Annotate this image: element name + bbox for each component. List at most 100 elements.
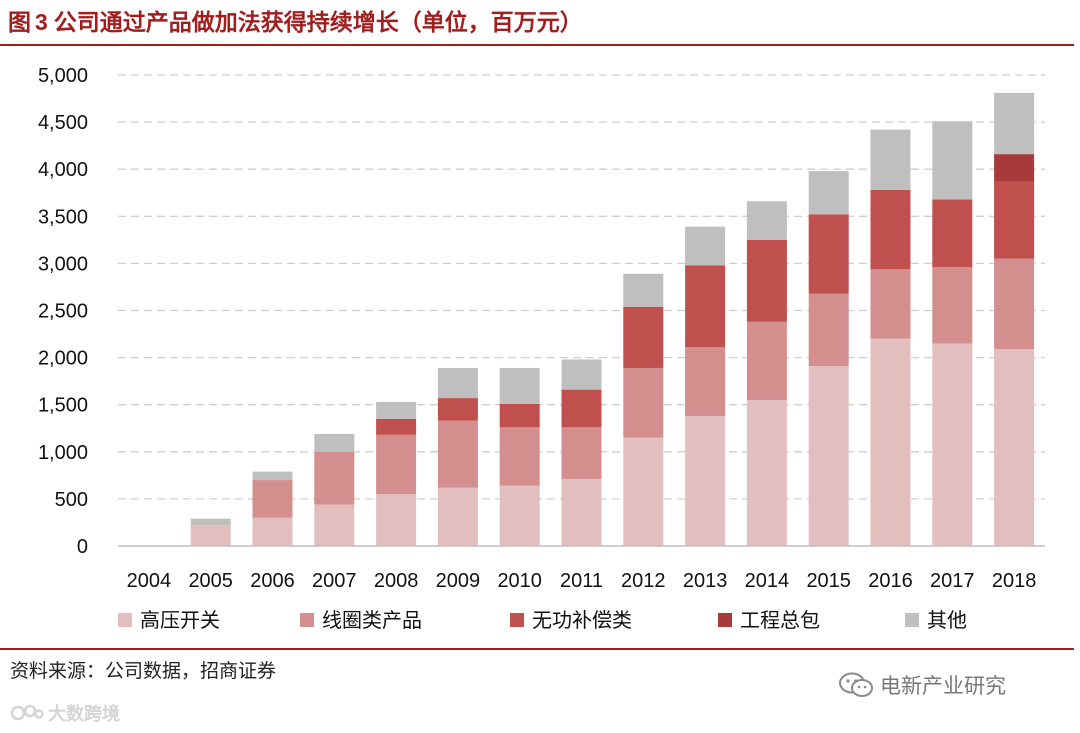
legend-swatch xyxy=(510,613,524,627)
bar-segment xyxy=(685,265,726,348)
bar-segment xyxy=(870,189,911,270)
y-tick-label: 500 xyxy=(55,489,88,511)
bar-segment xyxy=(499,427,540,486)
figure-title: 图 3 公司通过产品做加法获得持续增长（单位，百万元） xyxy=(8,4,583,40)
stacked-bar-chart: 0 500 1,000 1,500 2,000 2,500 3,000 3,500 4,000 4… xyxy=(38,65,1045,632)
bar-segment xyxy=(623,306,664,368)
x-tick-label: 2018 xyxy=(992,570,1037,592)
figure-label: 图 xyxy=(8,9,31,36)
bar-segment xyxy=(437,420,478,488)
y-tick-label: 4,000 xyxy=(38,159,88,181)
bar-segment xyxy=(685,416,726,546)
x-tick-label: 2004 xyxy=(127,570,172,592)
x-tick-label: 2014 xyxy=(745,570,790,592)
legend: 高压开关 线圈类产品 无功补偿类 工程总包 其他 xyxy=(118,608,967,632)
bar-segment xyxy=(561,479,602,546)
bar-segment xyxy=(499,403,540,428)
bar-segment xyxy=(932,343,973,546)
bar-segment xyxy=(932,267,973,344)
bar-segment xyxy=(808,366,849,546)
bar-segment xyxy=(870,338,911,546)
bar-segment xyxy=(561,427,602,480)
bar-segment xyxy=(685,347,726,417)
figure-number: 3 xyxy=(35,9,48,35)
bar-segment xyxy=(870,269,911,339)
x-tick-label: 2009 xyxy=(436,570,481,592)
bar-segment xyxy=(932,121,973,200)
bar-segment xyxy=(746,201,787,240)
bar-segment xyxy=(870,129,911,190)
x-tick-label: 2013 xyxy=(683,570,728,592)
bar-segment xyxy=(808,293,849,367)
bar-segment xyxy=(437,398,478,421)
x-tick-label: 2005 xyxy=(188,570,233,592)
x-tick-label: 2011 xyxy=(560,570,603,592)
bar-segment xyxy=(376,401,417,419)
bar-segment xyxy=(376,418,417,435)
bars xyxy=(128,92,1035,547)
bar-segment xyxy=(190,525,231,546)
axes: 0 500 1,000 1,500 2,000 2,500 3,000 3,500 4,000 4… xyxy=(38,65,1045,592)
y-tick-label: 3,500 xyxy=(38,206,88,228)
bar-segment xyxy=(499,485,540,546)
bar-segment xyxy=(932,199,973,268)
bar-segment xyxy=(314,504,355,546)
brand-name: 电新产业研究 xyxy=(880,674,1006,698)
bar-segment xyxy=(437,487,478,546)
bar-segment xyxy=(994,349,1035,546)
legend-swatch xyxy=(905,613,919,627)
bar-segment xyxy=(561,359,602,390)
x-tick-label: 2007 xyxy=(312,570,357,592)
legend-label: 线圈类产品 xyxy=(322,608,422,632)
y-tick-label: 3,000 xyxy=(38,253,88,275)
bar-segment xyxy=(623,437,664,546)
watermark-logo-icon xyxy=(10,704,44,721)
y-tick-label: 5,000 xyxy=(38,65,88,87)
bar-segment xyxy=(252,517,293,546)
figure-title-text: 公司通过产品做加法获得持续增长（单位，百万元） xyxy=(53,9,583,36)
bar-segment xyxy=(376,434,417,495)
bar-segment xyxy=(561,389,602,428)
bar-segment xyxy=(746,399,787,546)
y-tick-label: 1,500 xyxy=(38,395,88,417)
x-tick-label: 2010 xyxy=(497,570,542,592)
legend-swatch xyxy=(300,613,314,627)
watermark: 大数跨境 xyxy=(10,700,120,726)
x-tick-label: 2017 xyxy=(930,570,975,592)
legend-label: 高压开关 xyxy=(140,608,220,632)
bar-segment xyxy=(314,451,355,505)
x-tick-label: 2015 xyxy=(806,570,851,592)
legend-label: 工程总包 xyxy=(740,608,820,632)
bar-segment xyxy=(808,214,849,294)
watermark-text: 大数跨境 xyxy=(48,704,120,725)
bar-segment xyxy=(685,226,726,266)
x-tick-label: 2016 xyxy=(868,570,913,592)
bar-segment xyxy=(252,471,293,481)
bar-segment xyxy=(994,92,1035,155)
bar-segment xyxy=(314,433,355,452)
y-tick-label: 2,000 xyxy=(38,348,88,370)
x-tick-label: 2012 xyxy=(621,570,666,592)
bar-segment xyxy=(623,273,664,307)
x-tick-label: 2008 xyxy=(374,570,419,592)
bar-segment xyxy=(376,494,417,546)
y-tick-label: 4,500 xyxy=(38,112,88,134)
legend-label: 无功补偿类 xyxy=(532,608,632,632)
bar-segment xyxy=(190,518,231,526)
bar-segment xyxy=(252,480,293,518)
bar-segment xyxy=(437,367,478,399)
footer-rule xyxy=(0,648,1074,650)
source-note: 资料来源：公司数据，招商证券 xyxy=(10,660,277,682)
wechat-icon xyxy=(839,672,873,697)
bar-segment xyxy=(746,239,787,322)
bar-segment xyxy=(808,171,849,215)
bar-segment xyxy=(994,258,1035,350)
y-tick-label: 2,500 xyxy=(38,301,88,323)
x-tick-label: 2006 xyxy=(250,570,295,592)
bar-segment xyxy=(994,181,1035,259)
bar-segment xyxy=(499,367,540,404)
bar-segment xyxy=(746,321,787,400)
y-tick-label: 1,000 xyxy=(38,442,88,464)
brand-badge: 电新产业研究 xyxy=(838,670,1006,700)
bar-segment xyxy=(623,367,664,438)
